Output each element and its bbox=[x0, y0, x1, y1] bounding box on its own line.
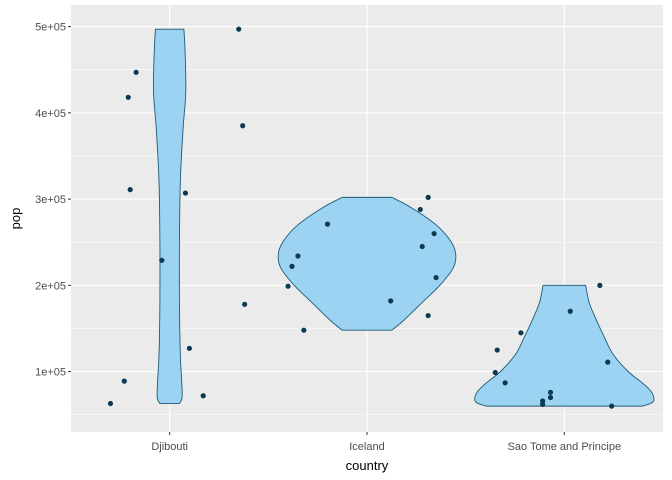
data-points bbox=[107, 26, 615, 409]
y-tick-labels: 1e+05 2e+05 3e+05 4e+05 5e+05 bbox=[35, 22, 66, 379]
data-point bbox=[236, 26, 242, 32]
data-point bbox=[494, 347, 500, 353]
data-point bbox=[240, 123, 246, 129]
data-point bbox=[121, 378, 127, 384]
x-tick-label: Sao Tome and Principe bbox=[508, 441, 622, 453]
y-axis-title: pop bbox=[8, 208, 23, 230]
data-point bbox=[127, 187, 133, 193]
data-point bbox=[433, 274, 439, 281]
x-tick-labels: Djibouti Iceland Sao Tome and Principe bbox=[151, 441, 621, 453]
axis-ticks bbox=[68, 26, 565, 435]
violin-iceland bbox=[277, 196, 457, 331]
data-point bbox=[301, 327, 307, 333]
data-point bbox=[295, 253, 301, 259]
data-point bbox=[125, 94, 131, 100]
data-point bbox=[540, 398, 546, 404]
y-tick-label: 5e+05 bbox=[35, 22, 66, 34]
y-tick-label: 4e+05 bbox=[35, 108, 66, 120]
data-point bbox=[605, 359, 611, 365]
violins bbox=[152, 28, 655, 407]
data-point bbox=[186, 345, 192, 351]
y-tick-label: 1e+05 bbox=[35, 367, 66, 379]
data-point bbox=[182, 190, 189, 196]
violin-sao-tome-and-principe bbox=[474, 284, 655, 407]
data-point bbox=[597, 282, 603, 288]
data-point bbox=[419, 243, 425, 250]
data-point bbox=[417, 206, 423, 213]
data-point bbox=[547, 394, 554, 401]
x-tick-label: Iceland bbox=[349, 441, 384, 453]
data-point bbox=[388, 298, 394, 304]
data-point bbox=[502, 380, 508, 386]
data-point bbox=[567, 308, 573, 314]
data-point bbox=[431, 230, 437, 237]
data-point bbox=[242, 301, 248, 307]
data-point bbox=[107, 400, 114, 407]
data-point bbox=[425, 312, 431, 319]
x-axis-title: country bbox=[346, 458, 389, 473]
data-point bbox=[547, 389, 554, 395]
y-tick-label: 2e+05 bbox=[35, 280, 66, 292]
data-point bbox=[425, 194, 431, 200]
data-point bbox=[133, 69, 139, 75]
data-point bbox=[492, 369, 498, 376]
data-point bbox=[200, 393, 206, 399]
data-point bbox=[609, 403, 615, 409]
y-tick-label: 3e+05 bbox=[35, 194, 66, 206]
data-point bbox=[518, 330, 524, 336]
violin-djibouti bbox=[152, 28, 187, 404]
data-point bbox=[159, 257, 165, 263]
data-point bbox=[285, 283, 291, 289]
data-point bbox=[289, 263, 295, 269]
data-point bbox=[324, 221, 331, 227]
x-tick-label: Djibouti bbox=[151, 441, 188, 453]
